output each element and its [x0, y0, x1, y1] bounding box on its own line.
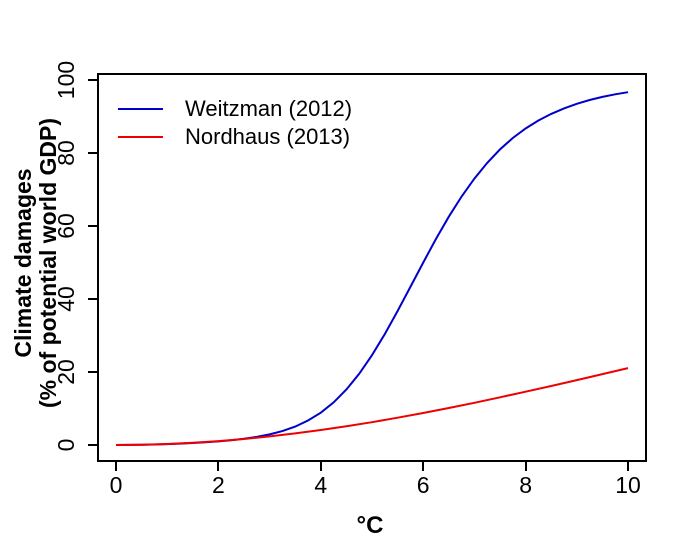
- legend-line-swatch: [118, 108, 163, 110]
- x-tick-mark: [524, 462, 527, 471]
- x-tick-mark: [422, 462, 425, 471]
- y-axis-title: Climate damages (% of potential world GD…: [10, 117, 61, 409]
- x-tick-label: 4: [314, 472, 328, 498]
- x-tick-mark: [319, 462, 322, 471]
- y-tick-mark: [88, 298, 97, 300]
- x-tick-mark: [217, 462, 220, 471]
- x-tick-label: 0: [109, 472, 123, 498]
- x-tick-mark: [627, 462, 629, 471]
- series-line-1: [115, 367, 629, 446]
- y-tick-mark: [88, 225, 97, 227]
- y-tick-label: 0: [53, 438, 79, 452]
- x-axis-title: °C: [356, 512, 384, 539]
- data-curves: [115, 91, 629, 446]
- y-tick-mark: [88, 79, 97, 81]
- legend-item-0: Weitzman (2012): [118, 95, 352, 123]
- x-tick-label: 10: [615, 472, 641, 498]
- legend-label: Nordhaus (2013): [185, 124, 351, 149]
- y-tick-mark: [88, 444, 97, 446]
- x-tick-label: 6: [416, 472, 430, 498]
- legend-item-1: Nordhaus (2013): [118, 123, 352, 151]
- legend-label: Weitzman (2012): [185, 96, 353, 121]
- y-tick-mark: [88, 371, 97, 373]
- x-tick-mark: [115, 462, 117, 471]
- legend-line-swatch: [118, 136, 163, 138]
- plot-area-border: [97, 73, 647, 462]
- x-tick-label: 8: [519, 472, 532, 498]
- y-tick-mark: [88, 152, 97, 154]
- y-axis-title-line1: Climate damages: [10, 168, 36, 358]
- y-axis-title-line2: (% of potential world GDP): [35, 117, 61, 409]
- x-tick-label: 2: [211, 472, 225, 498]
- y-tick-label: 100: [53, 60, 79, 100]
- legend: Weitzman (2012) Nordhaus (2013): [118, 95, 352, 151]
